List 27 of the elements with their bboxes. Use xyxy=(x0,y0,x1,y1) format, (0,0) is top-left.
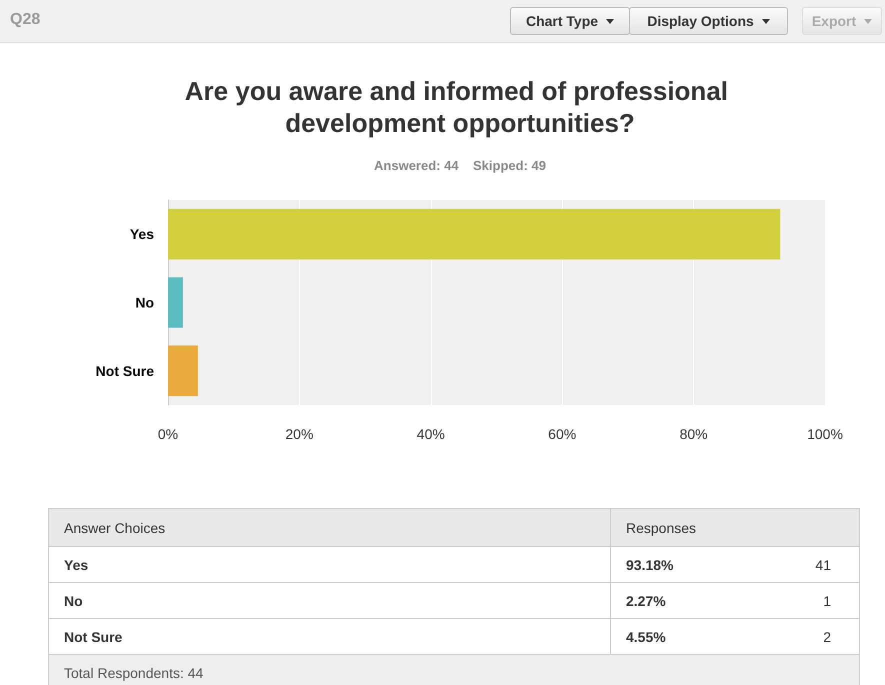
y-tick-label: Not Sure xyxy=(96,362,154,379)
text: 1 xyxy=(752,582,860,618)
x-tick-label: 60% xyxy=(548,426,576,442)
text: 2 xyxy=(752,618,860,654)
x-tick-label: 40% xyxy=(416,426,445,442)
text: Responses xyxy=(610,508,860,546)
text: Q28 xyxy=(10,11,40,29)
category-label: Yes xyxy=(64,556,88,572)
category-label: No xyxy=(64,592,83,608)
y-tick-label: No xyxy=(135,294,154,310)
text: Answer Choices xyxy=(48,508,610,546)
text: Display Options xyxy=(629,7,788,35)
x-tick-label: 0% xyxy=(158,426,178,442)
category-label: Not Sure xyxy=(64,628,122,644)
text: 2.27% xyxy=(610,582,752,618)
x-tick-label: 80% xyxy=(680,426,708,442)
text: Total Respondents: 44 xyxy=(48,654,860,685)
x-tick-label: 100% xyxy=(807,426,843,442)
y-tick-label: Yes xyxy=(130,226,154,242)
text: 93.18% xyxy=(610,546,752,582)
text: 4.55% xyxy=(610,618,752,654)
text: Export xyxy=(802,7,882,35)
text: Chart Type xyxy=(510,7,630,35)
chart-subtitle: Answered: 44 Skipped: 49 xyxy=(374,158,546,173)
text: 41 xyxy=(752,546,860,582)
x-tick-label: 20% xyxy=(285,426,314,442)
chart-title: Are you aware and informed of professional development opportunities? xyxy=(184,76,736,138)
